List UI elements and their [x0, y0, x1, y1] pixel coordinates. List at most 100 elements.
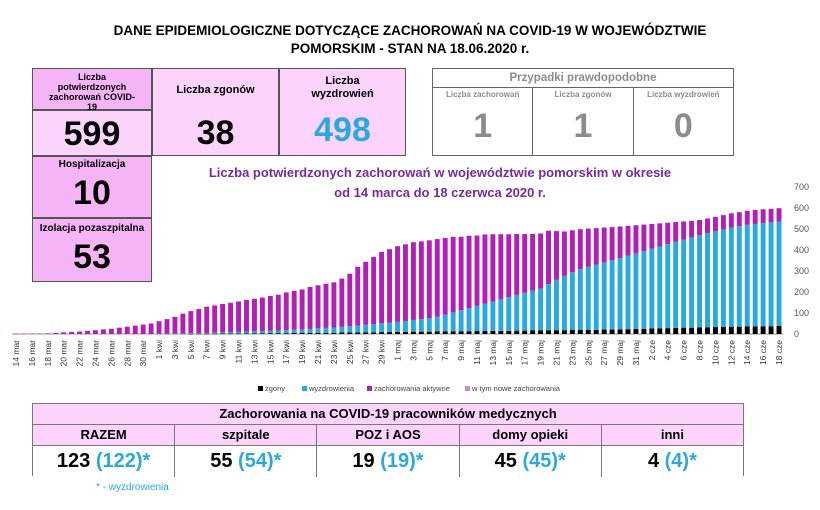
- bar-deaths-50: [410, 331, 416, 334]
- medical-recovered: (122)*: [95, 450, 151, 472]
- bar-recovered-95: [768, 222, 774, 327]
- bar-recovered-75: [609, 260, 615, 330]
- bar-active-8: [77, 331, 83, 334]
- bar-deaths-43: [355, 332, 361, 334]
- probable-recovered-cell: Liczba wyzdrowień 0: [634, 88, 733, 156]
- bar-recovered-39: [323, 327, 329, 333]
- bar-active-10: [92, 330, 98, 334]
- bar-deaths-30: [251, 333, 257, 334]
- x-tick-label: 29 maj: [615, 340, 625, 366]
- x-tick-label: 10 cze: [710, 340, 720, 365]
- bar-deaths-71: [577, 330, 583, 334]
- x-tick-label: 9 maj: [456, 340, 466, 361]
- x-tick-label: 6 cze: [679, 340, 689, 361]
- bar-recovered-53: [434, 316, 440, 332]
- bar-active-44: [363, 261, 369, 325]
- x-tick-label: 24 mar: [90, 340, 100, 367]
- bar-active-18: [156, 321, 162, 334]
- bar-recovered-64: [522, 292, 528, 331]
- bar-recovered-30: [251, 331, 257, 334]
- bar-active-45: [371, 256, 377, 325]
- bar-deaths-51: [418, 331, 424, 334]
- bar-deaths-57: [466, 331, 472, 334]
- bar-active-4: [45, 333, 51, 334]
- bar-deaths-39: [323, 332, 329, 334]
- bar-deaths-32: [267, 333, 273, 334]
- bar-deaths-52: [426, 331, 432, 334]
- bar-recovered-66: [538, 288, 544, 331]
- bar-recovered-36: [299, 329, 305, 333]
- bar-deaths-25: [212, 333, 218, 335]
- deaths-value: 38: [196, 114, 235, 152]
- x-tick-label: 2 cze: [647, 340, 657, 361]
- x-tick-label: 12 cze: [726, 340, 736, 365]
- bar-active-31: [259, 297, 265, 332]
- bar-deaths-53: [434, 331, 440, 334]
- bar-active-94: [760, 209, 766, 223]
- bar-active-51: [418, 241, 424, 320]
- x-tick-label: 1 maj: [393, 340, 403, 361]
- bar-active-92: [744, 210, 750, 225]
- bar-recovered-90: [728, 227, 734, 327]
- bar-deaths-56: [458, 331, 464, 334]
- medical-title: Zachorowania na COVID-19 pracowników med…: [33, 404, 743, 425]
- bar-deaths-48: [395, 331, 400, 334]
- bar-active-19: [164, 319, 170, 334]
- bar-active-61: [498, 234, 504, 300]
- bar-deaths-83: [673, 327, 679, 334]
- bar-recovered-27: [228, 332, 234, 334]
- legend-swatch: [367, 386, 372, 391]
- chart-title-line-2: od 14 marca do 18 czerwca 2020 r.: [334, 185, 546, 200]
- legend-swatch: [302, 386, 307, 391]
- x-tick-label: 27 kwi: [361, 340, 371, 364]
- x-tick-label: 14 mar: [11, 340, 21, 367]
- bar-recovered-86: [697, 235, 703, 328]
- bar-active-52: [426, 240, 432, 319]
- bar-recovered-74: [601, 262, 607, 330]
- bar-deaths-89: [720, 326, 726, 334]
- bar-deaths-46: [379, 332, 385, 334]
- bar-deaths-77: [625, 329, 631, 334]
- bar-deaths-28: [236, 333, 241, 335]
- bar-active-87: [705, 218, 710, 234]
- bar-recovered-93: [752, 223, 758, 327]
- bar-active-27: [228, 302, 234, 333]
- bar-recovered-69: [561, 275, 567, 331]
- bar-recovered-26: [220, 332, 226, 334]
- probable-cases-value: 1: [473, 107, 493, 145]
- bar-deaths-95: [768, 326, 774, 334]
- y-tick-label: 500: [794, 224, 809, 234]
- bar-active-39: [323, 283, 329, 328]
- bar-deaths-55: [450, 331, 456, 334]
- bar-deaths-34: [283, 333, 289, 334]
- x-tick-label: 11 kwi: [234, 340, 244, 364]
- bar-active-58: [474, 235, 480, 306]
- bar-active-47: [387, 249, 393, 323]
- bar-deaths-86: [697, 327, 703, 334]
- bar-active-3: [37, 333, 43, 335]
- bar-active-91: [736, 212, 742, 227]
- bar-active-70: [569, 230, 575, 273]
- bar-recovered-89: [720, 229, 726, 327]
- bar-active-50: [410, 242, 416, 320]
- x-tick-label: 8 cze: [695, 340, 705, 361]
- medical-value-1: 55 (54)*: [175, 446, 318, 477]
- deaths-box: Liczba zgonów 38: [152, 68, 279, 156]
- medical-recovered: (4)*: [664, 450, 697, 472]
- medical-header-0: RAZEM: [33, 425, 176, 445]
- x-tick-label: 27 maj: [599, 340, 609, 366]
- bar-deaths-82: [665, 328, 671, 334]
- bar-deaths-66: [538, 330, 544, 334]
- y-tick-label: 100: [794, 308, 809, 318]
- bar-recovered-70: [569, 272, 575, 331]
- bar-active-30: [251, 298, 257, 332]
- bar-deaths-23: [196, 333, 202, 335]
- x-tick-label: 15 kwi: [265, 340, 275, 364]
- bar-recovered-28: [236, 331, 241, 334]
- medical-value-4: 4 (4)*: [602, 446, 743, 477]
- probable-deaths-value: 1: [573, 107, 593, 145]
- bar-deaths-91: [736, 326, 742, 334]
- bar-deaths-58: [474, 331, 480, 334]
- bar-deaths-84: [681, 327, 687, 334]
- title-line-2: POMORSKIM - STAN NA 18.06.2020 r.: [290, 41, 530, 56]
